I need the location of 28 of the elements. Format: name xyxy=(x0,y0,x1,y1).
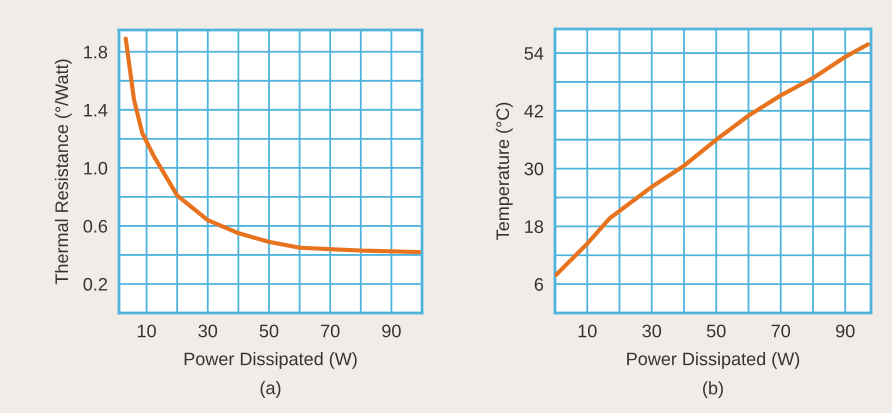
x-tick-label: 10 xyxy=(578,324,597,338)
y-axis-title: Thermal Resistance (°/Watt) xyxy=(54,59,72,284)
y-axis-title: Temperature (°C) xyxy=(496,102,513,240)
y-tick-label: 18 xyxy=(525,220,544,234)
x-tick-label: 30 xyxy=(198,324,218,338)
x-axis-title: Power Dissipated (W) xyxy=(184,352,357,369)
y-tick-label: 0.6 xyxy=(83,220,108,233)
x-tick-label: 90 xyxy=(836,324,855,338)
x-tick-label: 50 xyxy=(260,324,278,338)
x-tick-label: 70 xyxy=(772,324,790,338)
y-tick-label: 0.2 xyxy=(83,278,107,291)
x-tick-label: 50 xyxy=(706,324,726,338)
text: (a) xyxy=(260,380,280,398)
y-tick-label: 30 xyxy=(524,162,544,176)
y-tick-label: 1.0 xyxy=(84,162,108,175)
x-tick-label: 70 xyxy=(321,324,340,338)
line-series xyxy=(555,42,870,278)
x-tick-label: 30 xyxy=(642,324,662,338)
x-tick-label: 90 xyxy=(382,324,401,338)
y-tick-label: 6 xyxy=(534,278,544,291)
text: (b) xyxy=(703,381,723,398)
line-series xyxy=(124,36,422,254)
y-tick-label: 1.8 xyxy=(84,46,108,58)
y-tick-label: 42 xyxy=(524,104,543,118)
x-tick-label: 10 xyxy=(138,324,156,338)
x-axis-title: Power Dissipated (W) xyxy=(627,352,800,369)
y-tick-label: 1.4 xyxy=(84,104,108,116)
y-tick-label: 54 xyxy=(524,47,544,60)
